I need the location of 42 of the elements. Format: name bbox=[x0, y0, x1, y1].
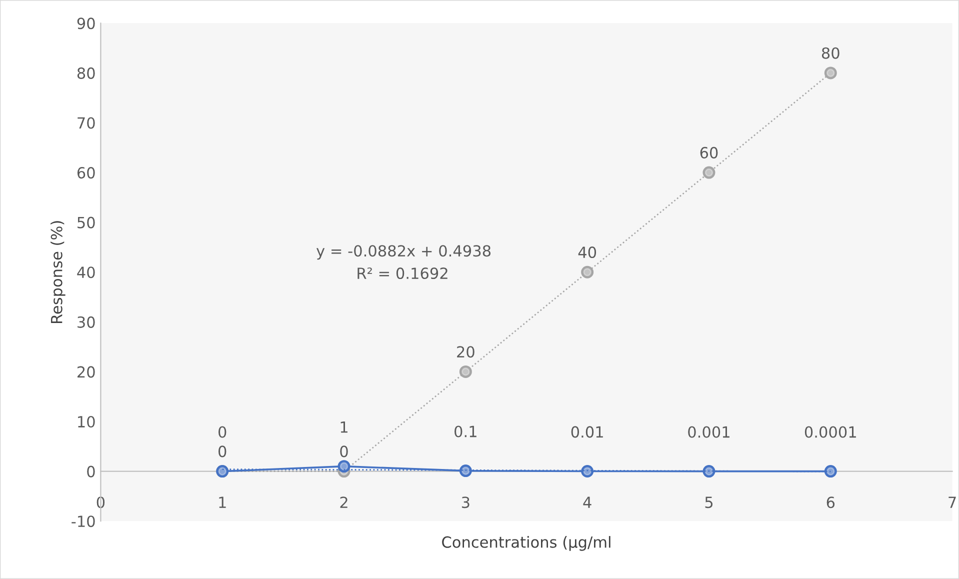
y-tick-label: 30 bbox=[78, 316, 95, 328]
data-label: 40 bbox=[578, 246, 596, 258]
y-tick-label: 10 bbox=[78, 416, 95, 428]
x-tick-label: 5 bbox=[705, 496, 712, 508]
point bbox=[338, 460, 350, 473]
point bbox=[581, 465, 594, 478]
y-tick-label: 80 bbox=[77, 67, 95, 79]
x-tick-label: 3 bbox=[462, 496, 470, 508]
y-tick-label: 0 bbox=[87, 466, 95, 478]
data-label: 80 bbox=[822, 47, 840, 59]
point bbox=[824, 465, 837, 478]
x-tick-label: 0 bbox=[96, 496, 105, 508]
annotation: y = -0.0882x + 0.4938 bbox=[316, 245, 491, 260]
y-tick-label: 50 bbox=[78, 216, 95, 228]
x-tick-label: 2 bbox=[340, 496, 348, 508]
x-tick-label: 7 bbox=[948, 496, 956, 508]
y-tick-label: 40 bbox=[77, 266, 95, 278]
point bbox=[459, 365, 472, 378]
annotation: R² = 0.1692 bbox=[358, 267, 448, 280]
data-label: 0.001 bbox=[688, 426, 730, 438]
data-label: 0.01 bbox=[571, 426, 603, 438]
y-tick-label: 60 bbox=[77, 167, 95, 179]
y-tick-label: 20 bbox=[78, 366, 95, 378]
y-tick-label: 90 bbox=[77, 18, 95, 30]
point bbox=[702, 465, 716, 478]
y-tick-label: 70 bbox=[78, 117, 95, 129]
data-label: 1 bbox=[340, 421, 348, 433]
x-tick-label: 4 bbox=[583, 496, 592, 508]
x-tick-label: 1 bbox=[219, 496, 226, 508]
point bbox=[459, 464, 472, 478]
data-label: 0.0001 bbox=[804, 426, 856, 438]
point bbox=[581, 266, 594, 278]
data-label: 60 bbox=[700, 146, 718, 158]
data-label: 20 bbox=[457, 346, 474, 358]
data-label: 0 bbox=[218, 446, 226, 458]
x-tick-label: 6 bbox=[826, 496, 835, 508]
data-label: 0 bbox=[340, 446, 348, 458]
data-label: 0 bbox=[218, 426, 226, 438]
y-tick-label: -10 bbox=[72, 516, 95, 528]
x-axis-title: Concentrations (µg/ml bbox=[442, 536, 610, 551]
data-label: 0.1 bbox=[454, 426, 476, 438]
y-axis-title: Response (%) bbox=[50, 221, 66, 323]
